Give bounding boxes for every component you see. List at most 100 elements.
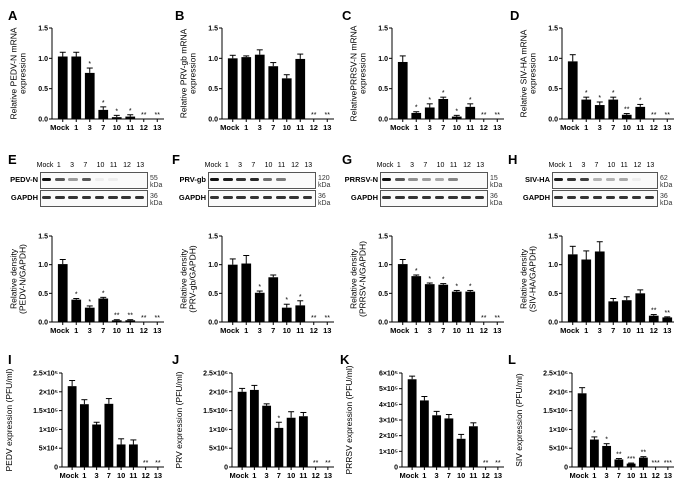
x-tick-label: 7 xyxy=(271,123,275,132)
bar xyxy=(451,291,462,322)
blot-band xyxy=(94,196,105,199)
significance-label: * xyxy=(428,97,431,104)
blot-band xyxy=(395,178,405,181)
bar xyxy=(626,463,636,467)
y-tick-label: 0.5 xyxy=(548,86,558,93)
bar xyxy=(608,301,619,322)
significance-label: ** xyxy=(311,112,317,119)
bar xyxy=(594,105,605,119)
x-tick-label: Mock xyxy=(560,123,580,132)
bar xyxy=(254,54,265,120)
y-tick-label: 2×10⁵ xyxy=(39,389,58,396)
y-tick-label: 0 xyxy=(224,465,228,472)
x-tick-label: 1 xyxy=(414,123,418,132)
y-axis-label: PRRSV expression (PFU/ml) xyxy=(344,365,354,474)
x-tick-label: 7 xyxy=(277,471,281,480)
panel-letter-j: J xyxy=(172,352,180,367)
y-tick-label: 1.0 xyxy=(548,56,558,63)
bar xyxy=(662,317,673,322)
x-tick-label: 10 xyxy=(623,326,631,335)
y-tick-label: 0 xyxy=(394,465,398,472)
x-tick-label: Mock xyxy=(390,123,410,132)
lane-label: 3 xyxy=(581,162,586,169)
lane-label: 12 xyxy=(291,162,299,169)
blot-target-label: SIV-HA xyxy=(524,175,550,184)
bar xyxy=(465,106,476,119)
y-axis-label: RelativePRRSV-N mRNAexpression xyxy=(348,25,367,121)
blot-band xyxy=(249,178,259,181)
blot-band xyxy=(408,196,418,199)
blot-target-label: PEDV-N xyxy=(10,175,38,184)
bar xyxy=(438,284,449,322)
bar xyxy=(594,251,605,322)
chart-k: PRRSV expression (PFU/ml) 0 1×10⁵ 2×10⁵ 3×10… xyxy=(344,365,504,480)
blot-band xyxy=(55,196,65,199)
blot-gapdh-kda: 36 kDa xyxy=(150,193,163,207)
blot-band xyxy=(108,196,118,199)
chart-j: PRV expression (PFU/ml) 0 5×10⁵ 1×10⁶ 1.5×10… xyxy=(174,371,334,480)
y-tick-label: 0.0 xyxy=(548,117,558,124)
significance-label: ** xyxy=(481,315,487,322)
x-tick-label: 3 xyxy=(428,123,432,132)
y-tick-label: 2.5×10⁵ xyxy=(33,371,58,378)
x-tick-label: 11 xyxy=(126,123,134,132)
lane-label: 11 xyxy=(109,162,118,169)
y-tick-label: 1×10⁶ xyxy=(549,427,568,434)
chart-f: Relative density(PRV-gb/GAPDH) 0.0 0.5 1.0 1… xyxy=(178,234,334,335)
lane-label: 1 xyxy=(396,162,401,169)
bar xyxy=(424,284,435,322)
blot-band xyxy=(276,178,286,181)
significance-label: * xyxy=(88,299,91,306)
significance-label: ** xyxy=(114,313,120,320)
significance-label: ** xyxy=(155,460,161,467)
blot-band xyxy=(553,196,564,199)
bar xyxy=(98,298,109,322)
significance-label: ** xyxy=(616,452,622,459)
significance-label: * xyxy=(469,97,472,104)
bar xyxy=(111,117,122,119)
y-tick-label: 0.5 xyxy=(548,291,558,298)
x-tick-label: 3 xyxy=(265,471,269,480)
x-tick-label: 12 xyxy=(310,123,318,132)
blot-band xyxy=(68,196,78,199)
blot-band xyxy=(448,196,458,199)
x-tick-label: 1 xyxy=(584,326,588,335)
significance-label: ** xyxy=(311,315,317,322)
y-axis-label: Relative density(SIV-HA/GAPDH) xyxy=(518,246,537,312)
x-tick-label: 1 xyxy=(82,471,86,480)
y-tick-label: 1.0 xyxy=(378,56,388,63)
lane-label: 12 xyxy=(463,162,471,169)
y-axis-label: Relative PEDV-N mRNAexpression xyxy=(8,27,27,119)
significance-label: ** xyxy=(495,112,501,119)
x-tick-label: 3 xyxy=(258,326,262,335)
lane-label: 12 xyxy=(123,162,131,169)
significance-label: * xyxy=(102,290,105,297)
y-tick-label: 1.0 xyxy=(378,262,388,269)
significance-label: * xyxy=(415,268,418,275)
x-tick-label: 10 xyxy=(457,471,465,480)
x-tick-label: 1 xyxy=(252,471,256,480)
x-tick-label: 11 xyxy=(466,123,474,132)
blot-band xyxy=(41,178,52,181)
y-tick-label: 0.0 xyxy=(378,320,388,327)
blot-band xyxy=(434,196,445,199)
significance-label: ** xyxy=(483,460,489,467)
x-tick-label: 7 xyxy=(617,471,621,480)
blot-band xyxy=(81,178,91,181)
panel-letter-c: C xyxy=(342,8,352,23)
significance-label: ** xyxy=(313,460,319,467)
blot-band xyxy=(618,196,629,199)
y-tick-label: 2×10⁶ xyxy=(549,389,568,396)
x-tick-label: 11 xyxy=(636,326,644,335)
y-tick-label: 0.0 xyxy=(208,320,218,327)
blot-band xyxy=(289,196,299,199)
lane-label: Mock xyxy=(36,162,54,169)
bar xyxy=(424,107,435,119)
blot-gapdh-label: GAPDH xyxy=(350,193,378,202)
y-tick-label: 1.5 xyxy=(378,234,388,241)
x-tick-label: 13 xyxy=(323,123,331,132)
significance-label: ** xyxy=(624,107,630,114)
significance-label: ** xyxy=(128,313,134,320)
bar xyxy=(581,99,592,119)
significance-label: ** xyxy=(495,315,501,322)
